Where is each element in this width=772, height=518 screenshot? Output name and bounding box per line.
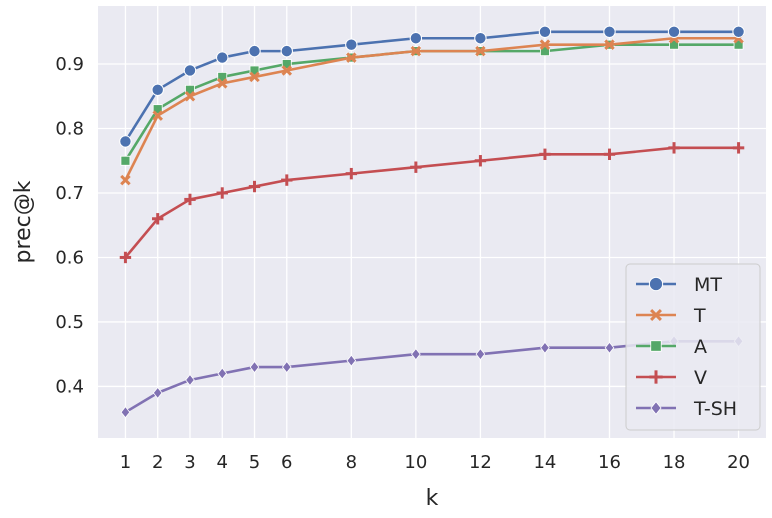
legend-item-a: A xyxy=(636,336,707,358)
data-point-v xyxy=(410,161,422,173)
legend-item-t: T xyxy=(636,305,706,327)
x-tick-label: 10 xyxy=(404,452,427,473)
legend-label: V xyxy=(694,367,707,389)
legend-label: MT xyxy=(694,274,722,296)
data-point-t-sh xyxy=(475,348,486,361)
x-tick-label: 5 xyxy=(249,452,260,473)
data-point-a xyxy=(650,340,662,352)
data-point-v xyxy=(281,174,293,186)
y-tick-label: 0.8 xyxy=(55,119,84,140)
data-point-a xyxy=(120,155,131,166)
x-tick-labels: 1 2 3 4 5 6 8 10 12 14 16 18 20 xyxy=(120,452,750,473)
data-point-t xyxy=(152,110,163,121)
data-point-t-sh xyxy=(249,361,260,374)
data-point-t-sh xyxy=(152,386,163,399)
data-point-t-sh xyxy=(604,341,615,354)
grid-lines xyxy=(98,6,766,438)
data-point-v xyxy=(216,187,228,199)
data-point-t-sh xyxy=(540,341,550,354)
data-point-t xyxy=(410,45,422,57)
data-point-v xyxy=(248,180,261,193)
data-point-t xyxy=(281,65,293,76)
data-point-t-sh xyxy=(281,361,292,374)
data-point-v xyxy=(184,193,196,206)
data-point-t-sh xyxy=(120,406,131,419)
data-point-t xyxy=(650,309,662,321)
x-tick-label: 12 xyxy=(469,452,492,473)
data-point-t xyxy=(216,78,228,89)
legend: MT TAV T-SH xyxy=(625,263,761,431)
data-point-v xyxy=(668,142,680,154)
data-point-v xyxy=(152,213,164,225)
x-tick-label: 8 xyxy=(346,452,357,473)
data-point-t xyxy=(539,39,551,50)
x-tick-label: 6 xyxy=(281,452,292,473)
data-point-mt xyxy=(248,44,261,58)
data-point-mt xyxy=(216,51,229,64)
x-tick-label: 20 xyxy=(727,452,750,473)
data-point-mt xyxy=(648,276,664,292)
data-point-v xyxy=(474,155,487,167)
data-point-v xyxy=(732,142,745,154)
x-axis-label: k xyxy=(426,486,439,511)
data-point-t-sh xyxy=(346,354,357,367)
data-point-mt xyxy=(119,135,132,148)
data-point-mt xyxy=(474,32,487,45)
legend-item-t-sh: T-SH xyxy=(636,398,737,420)
data-point-v xyxy=(345,167,358,180)
series-mt xyxy=(119,25,745,148)
legend-item-v: V xyxy=(636,367,707,389)
data-point-v xyxy=(649,370,663,384)
data-point-t xyxy=(346,52,357,63)
x-tick-label: 2 xyxy=(152,452,163,473)
data-point-v xyxy=(539,148,551,160)
data-point-t xyxy=(249,71,260,83)
data-point-t-sh xyxy=(217,367,228,380)
y-tick-label: 0.5 xyxy=(55,312,84,333)
data-point-mt xyxy=(151,83,164,97)
data-point-mt xyxy=(603,25,616,38)
x-tick-label: 18 xyxy=(663,452,686,473)
legend-label: T-SH xyxy=(693,398,737,420)
data-point-mt xyxy=(280,44,293,58)
legend-item-mt: MT xyxy=(636,274,722,296)
y-tick-label: 0.6 xyxy=(55,247,84,268)
data-point-v xyxy=(119,251,132,264)
legend-box xyxy=(625,263,761,431)
data-point-t xyxy=(120,174,131,186)
series-v xyxy=(119,142,745,264)
series-lines xyxy=(119,25,745,419)
x-tick-label: 14 xyxy=(533,452,556,473)
data-point-mt xyxy=(183,64,197,77)
data-point-t xyxy=(475,45,486,57)
legend-label: T xyxy=(693,305,706,327)
x-tick-label: 16 xyxy=(598,452,621,473)
data-point-mt xyxy=(409,32,423,45)
data-point-v xyxy=(603,148,616,160)
y-tick-label: 0.9 xyxy=(55,54,84,75)
legend-label: A xyxy=(694,336,707,358)
x-tick-label: 1 xyxy=(120,452,131,473)
x-tick-label: 3 xyxy=(184,452,195,473)
x-tick-label: 4 xyxy=(217,452,228,473)
data-point-t xyxy=(604,39,615,50)
y-tick-label: 0.4 xyxy=(55,376,84,397)
data-point-t xyxy=(184,91,196,102)
data-point-t-sh xyxy=(411,348,421,361)
data-point-mt xyxy=(732,25,745,38)
data-point-t-sh xyxy=(185,373,195,387)
y-axis-label: prec@k xyxy=(11,180,36,263)
y-tick-labels: 0.4 0.5 0.6 0.7 0.8 0.9 xyxy=(55,54,84,397)
data-point-mt xyxy=(667,25,681,38)
data-point-t-sh xyxy=(650,401,662,415)
data-point-mt xyxy=(538,25,552,38)
y-tick-label: 0.7 xyxy=(55,183,84,204)
data-point-mt xyxy=(345,38,358,51)
